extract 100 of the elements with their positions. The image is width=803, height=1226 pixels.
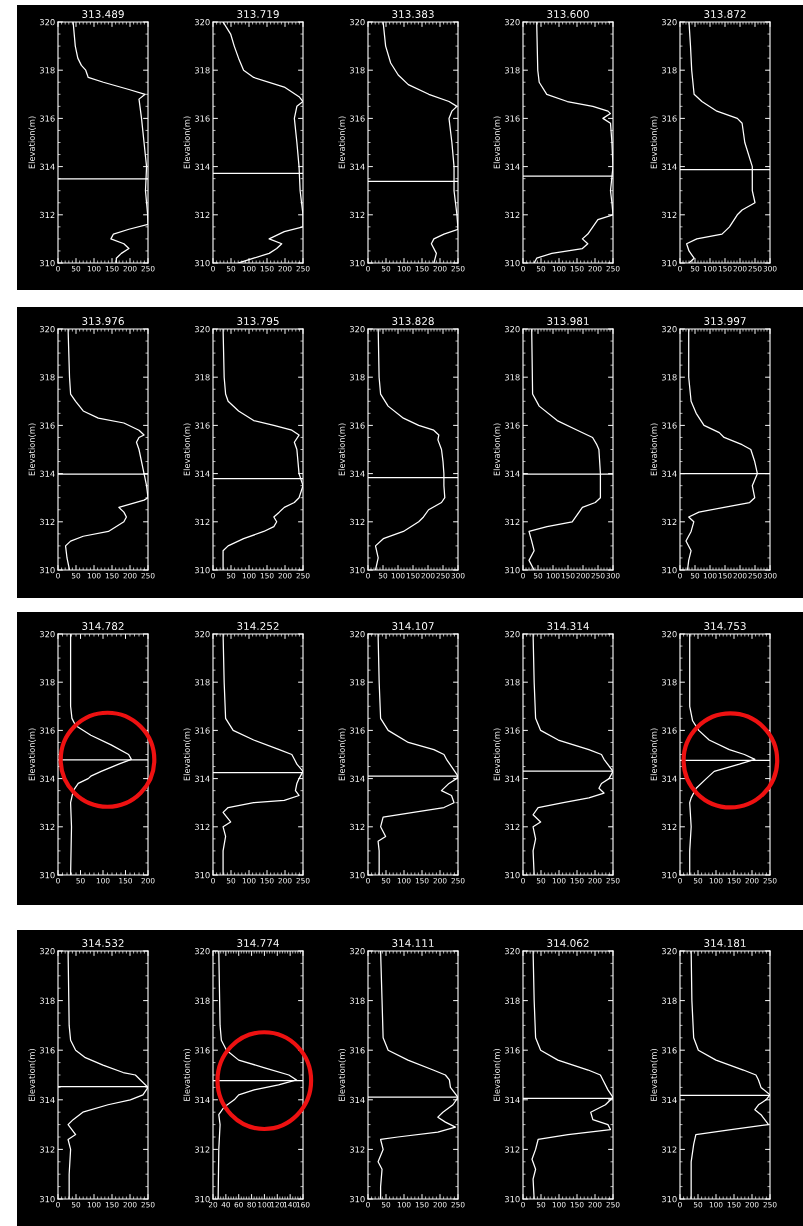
y-tick-label: 318: [504, 679, 520, 686]
y-axis-title: Elevation(m): [338, 728, 346, 781]
y-tick-label: 310: [39, 871, 55, 879]
y-tick-label: 320: [349, 325, 365, 333]
y-axis-title: Elevation(m): [183, 728, 191, 781]
y-tick-label: 320: [504, 630, 520, 638]
y-tick-label: 320: [349, 947, 365, 955]
y-tick-label: 310: [349, 1195, 365, 1203]
y-tick-label: 320: [661, 325, 677, 333]
chart-title: 313.719: [237, 10, 279, 18]
chart-title: 314.532: [82, 939, 124, 947]
y-tick-label: 310: [39, 1195, 55, 1203]
y-axis-title: Elevation(m): [338, 116, 346, 169]
y-tick-label: 312: [661, 823, 677, 831]
y-tick-label: 312: [194, 823, 210, 831]
y-tick-label: 314: [194, 470, 210, 477]
y-axis-title: Elevation(m): [650, 116, 658, 169]
y-tick-label: 318: [39, 374, 55, 381]
chart-title: 314.062: [547, 939, 589, 947]
y-tick-label: 314: [39, 470, 55, 477]
chart-title: 313.795: [237, 317, 279, 325]
y-axis-title: Elevation(m): [493, 728, 501, 781]
chart-title: 313.872: [704, 10, 746, 18]
y-tick-label: 314: [194, 775, 210, 782]
y-tick-label: 318: [39, 997, 55, 1004]
y-axis-title: Elevation(m): [183, 1049, 191, 1101]
y-tick-label: 316: [349, 727, 365, 734]
y-tick-label: 316: [504, 1047, 520, 1054]
y-tick-label: 310: [194, 1195, 210, 1203]
y-tick-label: 320: [39, 630, 55, 638]
y-tick-label: 320: [194, 325, 210, 333]
y-tick-label: 320: [349, 18, 365, 26]
y-tick-label: 312: [349, 211, 365, 219]
y-tick-label: 318: [504, 67, 520, 74]
y-tick-label: 318: [194, 374, 210, 381]
y-tick-label: 310: [661, 259, 677, 267]
y-tick-label: 310: [349, 566, 365, 574]
chart-title: 314.774: [237, 939, 279, 947]
chart-title: 314.181: [704, 939, 746, 947]
y-tick-label: 320: [504, 18, 520, 26]
y-axis-title: Elevation(m): [338, 423, 346, 476]
y-tick-label: 316: [661, 115, 677, 122]
y-tick-label: 314: [39, 775, 55, 782]
y-tick-label: 316: [39, 1047, 55, 1054]
y-tick-label: 320: [661, 18, 677, 26]
y-axis-title: Elevation(m): [28, 116, 36, 169]
y-tick-label: 318: [661, 67, 677, 74]
y-tick-label: 314: [349, 470, 365, 477]
y-tick-label: 316: [194, 115, 210, 122]
y-tick-label: 312: [661, 518, 677, 526]
y-tick-label: 316: [39, 422, 55, 429]
y-tick-label: 318: [349, 67, 365, 74]
y-tick-label: 318: [504, 997, 520, 1004]
y-tick-label: 310: [194, 259, 210, 267]
y-tick-label: 320: [504, 325, 520, 333]
y-tick-label: 310: [661, 871, 677, 879]
y-tick-label: 320: [349, 630, 365, 638]
y-tick-label: 314: [349, 775, 365, 782]
y-axis-title: Elevation(m): [338, 1049, 346, 1101]
y-tick-label: 312: [504, 211, 520, 219]
y-tick-label: 316: [349, 1047, 365, 1054]
y-tick-label: 320: [194, 18, 210, 26]
y-tick-label: 314: [661, 470, 677, 477]
y-tick-label: 316: [349, 115, 365, 122]
y-tick-label: 312: [504, 1146, 520, 1153]
y-tick-label: 320: [661, 630, 677, 638]
y-tick-label: 314: [661, 163, 677, 170]
y-tick-label: 314: [504, 775, 520, 782]
y-axis-title: Elevation(m): [650, 1049, 658, 1101]
chart-title: 314.314: [547, 622, 589, 630]
y-tick-label: 318: [661, 374, 677, 381]
y-tick-label: 320: [39, 325, 55, 333]
y-tick-label: 310: [661, 566, 677, 574]
y-tick-label: 320: [661, 947, 677, 955]
chart-title: 313.997: [704, 317, 746, 325]
chart-title: 314.782: [82, 622, 124, 630]
y-axis-title: Elevation(m): [650, 423, 658, 476]
y-tick-label: 312: [39, 1146, 55, 1153]
chart-title: 314.107: [392, 622, 434, 630]
y-tick-label: 312: [661, 1146, 677, 1153]
chart-title: 314.252: [237, 622, 279, 630]
y-tick-label: 310: [39, 259, 55, 267]
y-tick-label: 310: [349, 871, 365, 879]
y-tick-label: 320: [39, 947, 55, 955]
y-tick-label: 314: [194, 1096, 210, 1104]
y-tick-label: 310: [504, 871, 520, 879]
y-tick-label: 320: [39, 18, 55, 26]
y-tick-label: 318: [661, 679, 677, 686]
y-tick-label: 316: [39, 115, 55, 122]
y-tick-label: 310: [349, 259, 365, 267]
y-tick-label: 314: [661, 1096, 677, 1104]
y-tick-label: 314: [504, 163, 520, 170]
y-axis-title: Elevation(m): [183, 423, 191, 476]
y-tick-label: 310: [504, 1195, 520, 1203]
y-tick-label: 312: [194, 518, 210, 526]
chart-title: 313.828: [392, 317, 434, 325]
y-tick-label: 310: [661, 1195, 677, 1203]
y-tick-label: 316: [661, 727, 677, 734]
y-tick-label: 310: [194, 871, 210, 879]
y-axis-title: Elevation(m): [493, 423, 501, 476]
